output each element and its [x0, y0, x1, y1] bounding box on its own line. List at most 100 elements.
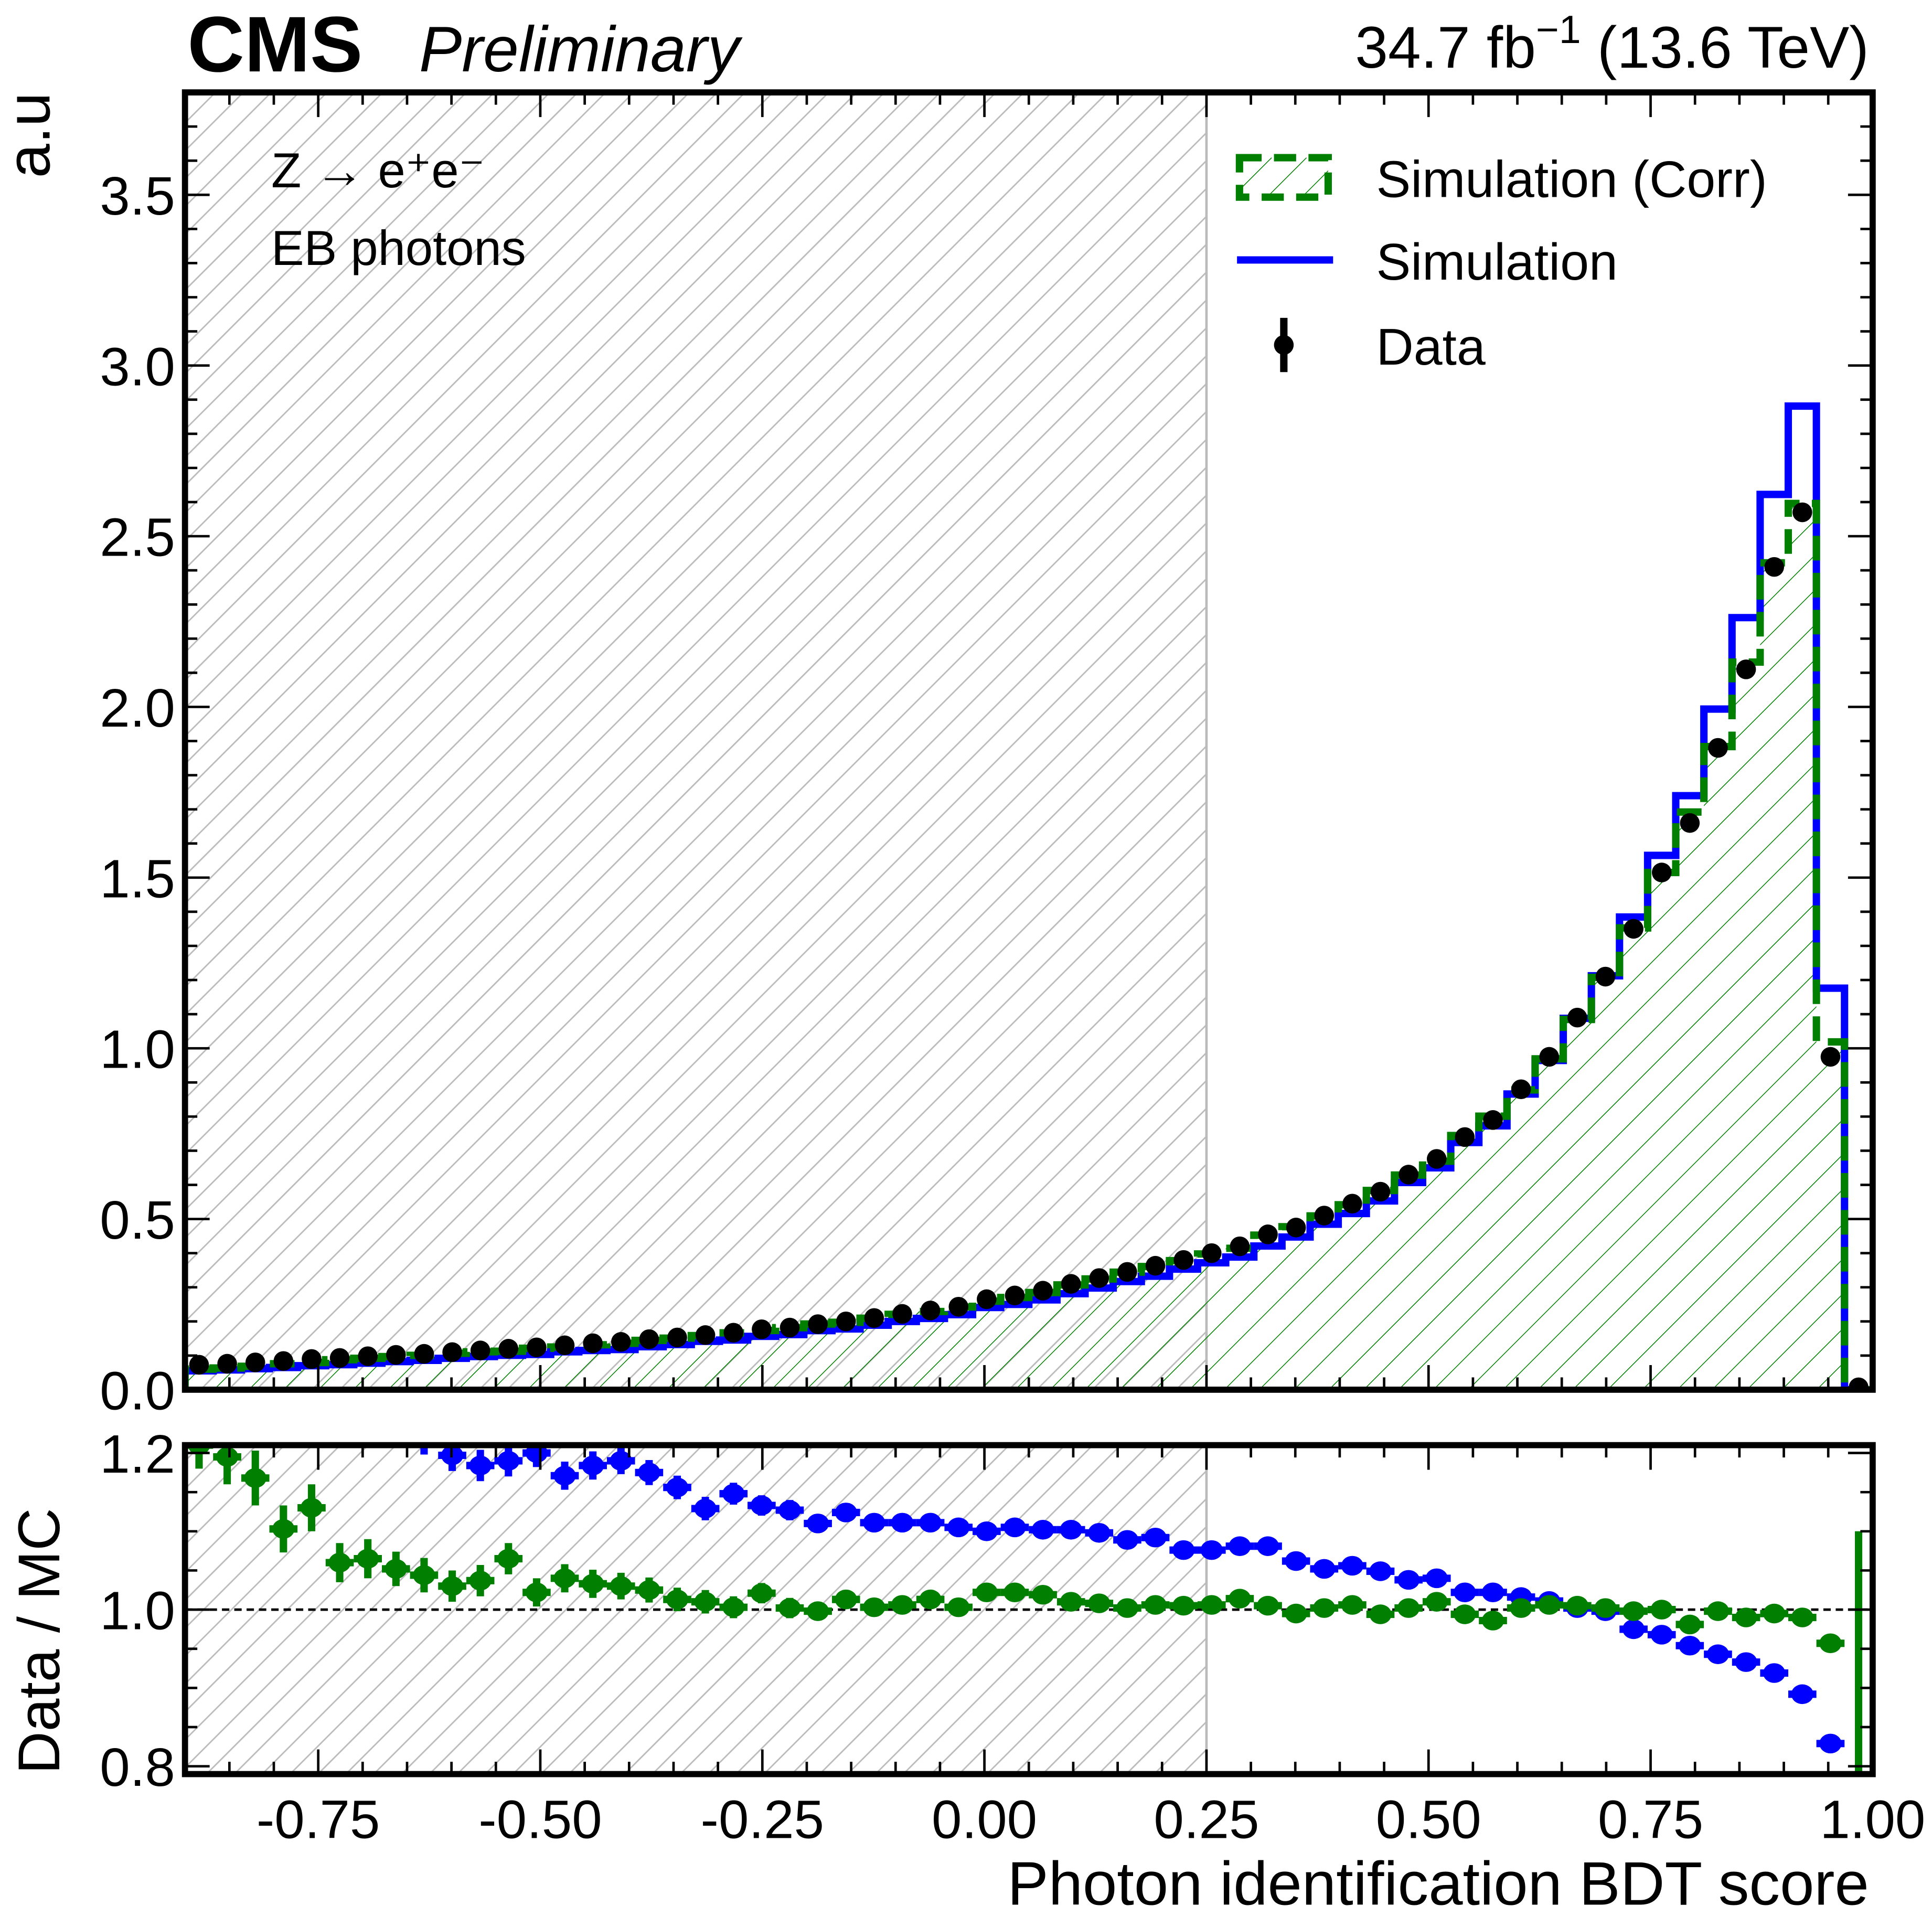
ratio-frame: [182, 1442, 1876, 1777]
lumi-label: 34.7 fb−1 (13.6 TeV): [1355, 7, 1869, 80]
sim-ratio-point: [891, 1513, 914, 1533]
corr-ratio-point: [1004, 1582, 1026, 1603]
corr-ratio-point: [1088, 1593, 1111, 1613]
sim-ratio-point: [638, 1463, 660, 1483]
data-point: [752, 1319, 772, 1339]
data-point: [1286, 1218, 1306, 1238]
x-tick-label: 0.50: [1376, 1789, 1481, 1850]
sim-ratio-point: [1791, 1684, 1813, 1705]
data-point: [892, 1304, 912, 1324]
corr-ratio-point: [1313, 1598, 1336, 1618]
x-tick-label: 0.75: [1598, 1789, 1703, 1850]
data-point: [1736, 659, 1756, 679]
data-point: [1483, 1110, 1503, 1130]
sim-ratio-point: [1031, 1520, 1054, 1540]
corr-ratio-point: [891, 1595, 914, 1615]
data-point: [498, 1339, 519, 1359]
legend-corr-label: Simulation (Corr): [1376, 151, 1767, 208]
data-point: [470, 1340, 490, 1360]
data-point: [920, 1301, 941, 1320]
sim-ratio-point: [1116, 1530, 1139, 1550]
data-point: [245, 1352, 265, 1372]
data-point: [1005, 1285, 1025, 1306]
x-axis-label: Photon identification BDT score: [1007, 1849, 1869, 1917]
experiment-label: CMS: [187, 0, 362, 88]
data-point: [583, 1333, 603, 1354]
corr-ratio-point: [1510, 1598, 1532, 1618]
sim-ratio-point: [610, 1451, 632, 1471]
sim-ratio-point: [1679, 1635, 1701, 1656]
sim-ratio-point: [553, 1466, 576, 1486]
data-point: [554, 1335, 575, 1356]
sim-ratio-point: [1819, 1733, 1842, 1754]
corr-ratio-point: [1819, 1633, 1842, 1654]
data-point: [1230, 1236, 1250, 1256]
y-tick-label: 1.5: [100, 848, 175, 909]
y-axis-label: a.u: [0, 92, 62, 178]
sim-ratio-point: [1369, 1561, 1392, 1581]
data-point: [386, 1345, 406, 1365]
ratio-panel: -0.75 -0.50 -0.25 0.00 0.25 0.50 0.75 1.00 0.8 1.…: [100, 1423, 1925, 1850]
x-tick-label: -0.25: [701, 1789, 824, 1850]
y-tick-label: 2.5: [100, 507, 175, 568]
data-point: [1314, 1206, 1335, 1226]
sim-ratio-point: [1706, 1644, 1730, 1664]
corr-ratio-point: [975, 1582, 998, 1603]
corr-ratio-point: [1791, 1607, 1813, 1627]
y-tick-label: 3.5: [100, 165, 175, 226]
data-point: [1680, 813, 1700, 833]
data-point: [1651, 862, 1672, 882]
corr-ratio-point: [1397, 1598, 1420, 1618]
data-point: [1202, 1243, 1222, 1263]
sim-ratio-point: [947, 1517, 970, 1538]
main-frame: [182, 89, 1876, 1393]
corr-ratio-point: [441, 1576, 464, 1596]
data-point: [1539, 1047, 1560, 1067]
legend-data-marker: [1274, 335, 1294, 355]
data-point: [1399, 1165, 1418, 1185]
corr-ratio-point: [582, 1574, 604, 1594]
status-label: Preliminary: [419, 13, 743, 85]
data-point: [414, 1344, 434, 1364]
corr-ratio-point: [1679, 1614, 1701, 1635]
sim-ratio-point: [806, 1514, 829, 1533]
data-point: [527, 1337, 547, 1358]
data-point: [780, 1317, 800, 1338]
data-point: [1342, 1194, 1362, 1214]
corr-ratio-point: [413, 1565, 435, 1585]
corr-ratio-point: [919, 1589, 942, 1610]
corr-ratio-point: [1538, 1595, 1561, 1615]
corr-ratio-point: [1229, 1589, 1251, 1609]
corr-ratio-point: [1172, 1595, 1195, 1616]
corr-ratio-point: [1116, 1598, 1139, 1618]
corr-ratio-point: [1144, 1595, 1167, 1615]
data-point: [1764, 557, 1784, 577]
sim-ratio-point: [469, 1455, 492, 1476]
y-tick-label: 0.5: [100, 1189, 175, 1250]
corr-ratio-point: [947, 1597, 970, 1617]
data-point: [273, 1351, 294, 1371]
data-point: [1426, 1149, 1447, 1169]
corr-ratio-point: [722, 1597, 745, 1617]
corr-ratio-point: [357, 1549, 379, 1569]
corr-ratio-point: [1735, 1607, 1757, 1627]
x-tick-label: 1.00: [1820, 1789, 1925, 1850]
sim-ratio-point: [750, 1495, 773, 1516]
corr-ratio-point: [497, 1549, 520, 1569]
energy-value: (13.6 TeV): [1581, 14, 1869, 80]
sim-ratio-point: [722, 1484, 745, 1504]
data-point: [1145, 1255, 1166, 1276]
data-point: [442, 1342, 462, 1362]
sim-ratio-point: [525, 1445, 548, 1463]
corr-ratio-point: [469, 1571, 492, 1591]
sim-ratio-point: [863, 1513, 885, 1533]
corr-ratio-point: [1060, 1592, 1082, 1612]
data-point: [695, 1325, 716, 1345]
corr-ratio-point: [1285, 1603, 1307, 1624]
corr-ratio-point: [244, 1468, 266, 1488]
sim-ratio-point: [1341, 1556, 1364, 1576]
legend: Simulation (Corr) Simulation Data: [1235, 151, 1767, 376]
y-tick-label: 0.0: [100, 1360, 175, 1421]
data-point: [1061, 1274, 1081, 1294]
